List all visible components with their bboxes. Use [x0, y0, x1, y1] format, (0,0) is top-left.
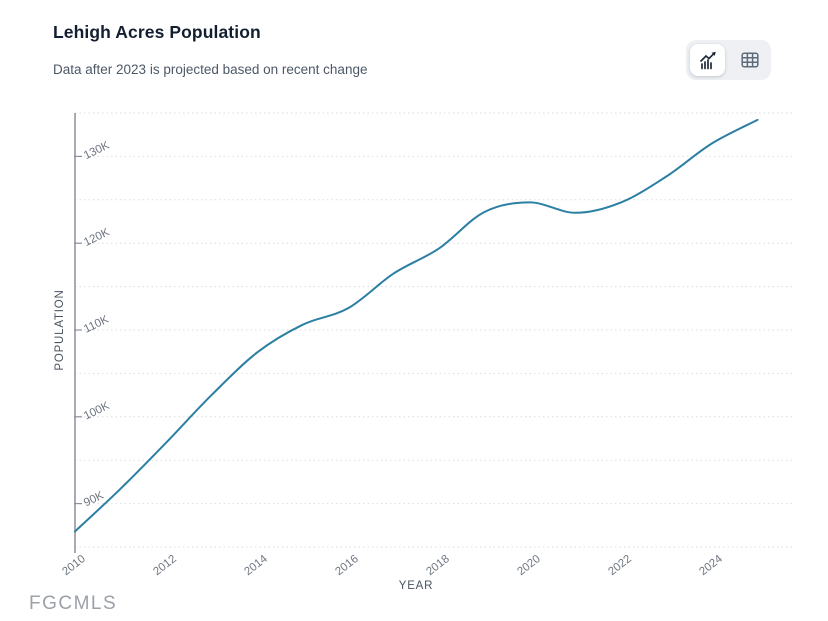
line-chart-icon — [699, 51, 716, 70]
y-tick-label: 120K — [82, 226, 112, 249]
x-tick-label: 2012 — [151, 553, 179, 578]
x-tick-label: 2020 — [515, 553, 543, 578]
y-axis-title: POPULATION — [54, 289, 66, 370]
x-tick-label: 2018 — [424, 553, 452, 578]
y-tick-label: 110K — [82, 313, 111, 335]
x-tick-label: 2014 — [242, 553, 270, 579]
x-tick-label: 2022 — [606, 553, 634, 578]
arrowhead — [711, 51, 716, 56]
population-series-line — [74, 118, 759, 533]
page-title: Lehigh Acres Population — [53, 22, 261, 42]
x-tick-label: 2010 — [60, 553, 88, 578]
table-icon — [740, 52, 759, 68]
x-axis-title: YEAR — [399, 580, 434, 592]
view-toggle — [686, 40, 771, 80]
y-tick-label: 100K — [82, 400, 112, 423]
chart-view-button[interactable] — [690, 44, 725, 76]
x-tick-label: 2024 — [697, 553, 725, 579]
axes — [74, 113, 82, 553]
x-tick-label: 2016 — [333, 553, 361, 578]
table-view-button[interactable] — [732, 44, 767, 76]
chart-subtitle: Data after 2023 is projected based on re… — [53, 62, 368, 77]
y-tick-label: 130K — [82, 139, 112, 162]
series — [74, 118, 759, 533]
watermark-logo: FGCMLS — [29, 593, 118, 614]
gridlines — [75, 112, 792, 548]
